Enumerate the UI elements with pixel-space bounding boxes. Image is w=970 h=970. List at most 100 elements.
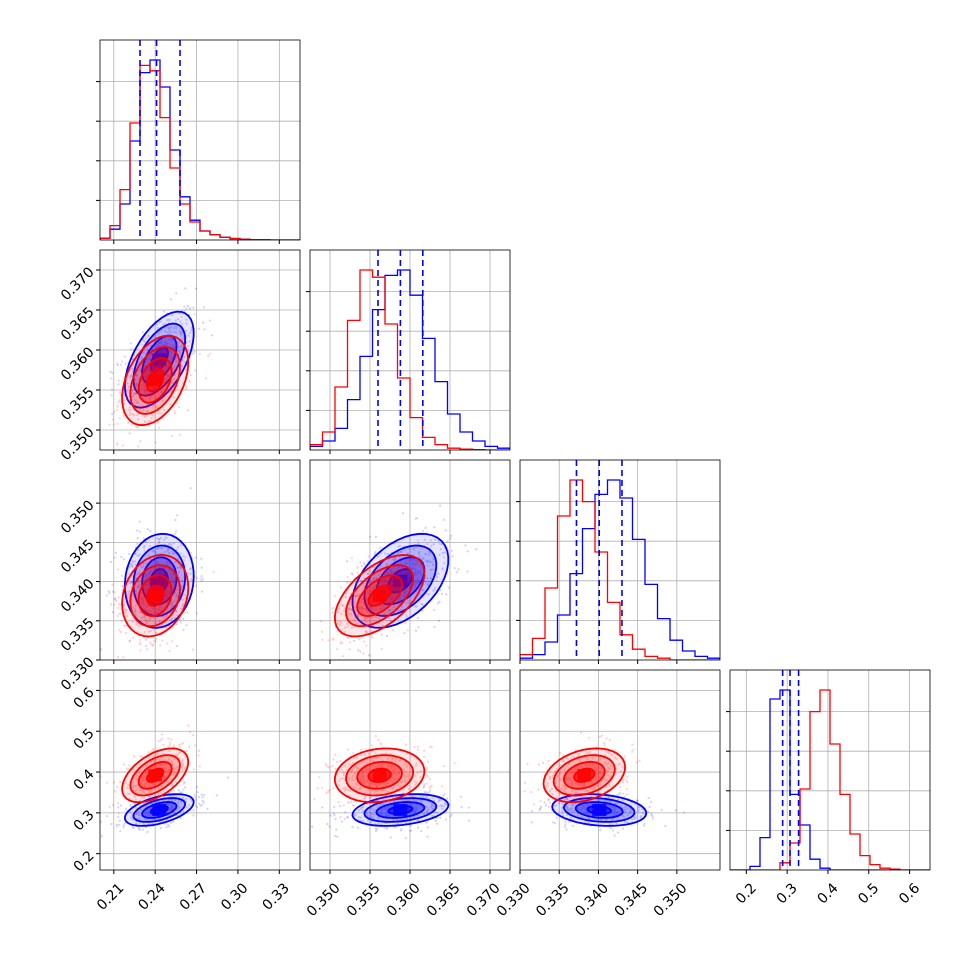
x-tick-label: 0.21 [94, 880, 127, 913]
x-tick-label: 0.355 [344, 880, 384, 920]
contour-series-1 [123, 793, 195, 827]
peak-bin-series-2 [372, 589, 387, 602]
peak-bin-series-2 [148, 769, 163, 782]
gridlines-x [113, 460, 280, 660]
gridlines-x [329, 670, 491, 870]
y-tick-label: 0.340 [58, 576, 98, 616]
scatter-panel-4-1 [99, 669, 301, 871]
contour-series-2 [145, 584, 165, 607]
y-tick-label: 0.370 [58, 264, 98, 304]
contour-series-1 [141, 801, 178, 819]
panel-frame [99, 459, 301, 661]
scatter-panel-4-3 [519, 669, 721, 871]
contour-series-2 [552, 754, 616, 797]
histogram-series-1 [310, 269, 510, 450]
contour-series-1 [123, 532, 195, 629]
contour-series-2 [129, 345, 181, 415]
histogram-series-2 [520, 479, 720, 660]
x-tick-label: 0.6 [896, 880, 923, 907]
x-tick-label: 0.345 [612, 880, 652, 920]
hist-panel-3 [516, 459, 721, 661]
y-tick-label: 0.4 [71, 766, 98, 793]
contour-series-1 [351, 793, 450, 827]
x-tick-label: 0.370 [464, 880, 504, 920]
x-tick-label: 0.2 [733, 880, 760, 907]
y-tick-label: 0.345 [58, 537, 98, 577]
peak-bin-series-2 [577, 769, 592, 782]
x-tick-label: 0.30 [218, 880, 251, 913]
gridlines-y [310, 690, 510, 855]
contour-series-2 [334, 747, 426, 804]
scatter-panel-3-2 [309, 459, 511, 661]
gridlines-y [100, 81, 300, 201]
x-tick-label: 0.33 [260, 880, 293, 913]
histogram-series-2 [730, 689, 930, 870]
panel-frame [519, 459, 721, 661]
x-tick-label: 0.340 [572, 880, 612, 920]
x-tick-label: 0.350 [651, 880, 691, 920]
contour-series-1 [375, 801, 426, 819]
contour-series-2 [121, 747, 190, 804]
y-tick-label: 0.350 [58, 424, 98, 464]
histogram-series-2 [100, 64, 300, 240]
y-tick-label: 0.360 [58, 344, 98, 384]
contour-series-2 [137, 574, 173, 618]
contour-series-2 [137, 357, 173, 404]
x-tick-label: 0.27 [177, 880, 210, 913]
peak-bin-series-1 [152, 353, 167, 366]
y-tick-label: 0.355 [58, 384, 98, 424]
gridlines-y [520, 690, 720, 855]
contour-series-1 [351, 532, 450, 629]
gridlines-x [113, 40, 280, 240]
contour-series-2 [121, 334, 190, 427]
panel-frame [519, 669, 721, 871]
gridlines-x [745, 670, 910, 870]
x-tick-label: 0.330 [494, 880, 534, 920]
gridlines-y [100, 690, 300, 855]
panel-frame [729, 669, 931, 871]
peak-bin-series-1 [592, 804, 607, 816]
histogram-series-1 [730, 689, 930, 870]
x-tick-label: 0.24 [135, 880, 168, 913]
contour-series-2 [121, 553, 190, 638]
contour-series-2 [146, 368, 165, 393]
hist-panel-1 [96, 39, 301, 241]
gridlines-y [100, 269, 300, 431]
contour-series-1 [574, 801, 624, 819]
contour-series-2 [356, 574, 403, 617]
contour-series-2 [542, 747, 627, 804]
scatter-panel-2-1 [99, 249, 301, 451]
contour-series-2 [367, 584, 392, 607]
contour-series-2 [137, 761, 173, 790]
histogram-series-2 [310, 269, 510, 450]
panel-frame [99, 39, 301, 241]
y-tick-label: 0.6 [71, 685, 98, 712]
x-tick-label: 0.360 [384, 880, 424, 920]
x-tick-label: 0.335 [533, 880, 573, 920]
peak-bin-series-2 [372, 769, 387, 782]
scatter-panel-4-2 [309, 669, 511, 871]
contour-series-2 [333, 554, 426, 638]
peak-bin-series-2 [148, 374, 163, 387]
gridlines-y [310, 502, 510, 660]
y-tick-label: 0.350 [58, 497, 98, 537]
y-tick-label: 0.3 [71, 807, 98, 834]
panel-frame [99, 669, 301, 871]
contour-series-2 [129, 754, 181, 797]
y-tick-label: 0.330 [58, 654, 98, 694]
contour-series-2 [129, 564, 181, 628]
contour-series-1 [562, 797, 636, 823]
y-tick-label: 0.365 [58, 304, 98, 344]
peak-bin-series-1 [152, 804, 167, 816]
y-tick-label: 0.5 [71, 726, 98, 753]
contour-series-2 [345, 754, 414, 797]
y-tick-label: 0.2 [71, 848, 98, 875]
contour-series-1 [363, 797, 438, 823]
peak-bin-series-1 [393, 804, 408, 816]
contour-series-2 [345, 564, 415, 628]
y-tick-label: 0.335 [58, 615, 98, 655]
contour-series-1 [132, 797, 187, 823]
x-tick-label: 0.4 [815, 880, 842, 907]
contour-series-1 [551, 793, 648, 827]
